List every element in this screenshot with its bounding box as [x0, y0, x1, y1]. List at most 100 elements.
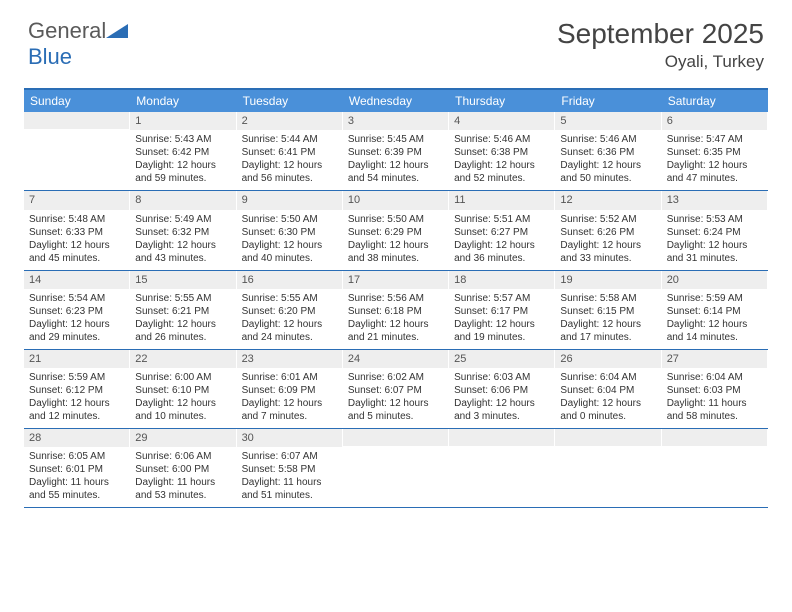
day-line: Sunset: 6:39 PM: [348, 146, 443, 159]
day-line: and 55 minutes.: [29, 489, 124, 502]
day-body: Sunrise: 6:04 AMSunset: 6:04 PMDaylight:…: [555, 368, 660, 428]
day-line: and 47 minutes.: [667, 172, 762, 185]
day-line: Sunrise: 6:00 AM: [135, 371, 230, 384]
day-line: and 56 minutes.: [242, 172, 337, 185]
day-line: Sunset: 6:35 PM: [667, 146, 762, 159]
day-line: Daylight: 12 hours: [135, 397, 230, 410]
day-number: [662, 429, 767, 446]
day-line: Daylight: 12 hours: [242, 397, 337, 410]
day-line: Sunset: 6:27 PM: [454, 226, 549, 239]
day-number: 7: [24, 191, 129, 209]
day-line: and 38 minutes.: [348, 252, 443, 265]
day-number: 25: [449, 350, 554, 368]
day-line: Daylight: 12 hours: [135, 239, 230, 252]
logo-triangle-icon: [106, 18, 128, 44]
day-body: Sunrise: 5:50 AMSunset: 6:30 PMDaylight:…: [237, 210, 342, 270]
day-line: and 0 minutes.: [560, 410, 655, 423]
week-row: 14Sunrise: 5:54 AMSunset: 6:23 PMDayligh…: [24, 271, 768, 350]
day-cell: 6Sunrise: 5:47 AMSunset: 6:35 PMDaylight…: [662, 112, 768, 190]
day-line: and 54 minutes.: [348, 172, 443, 185]
day-number: 18: [449, 271, 554, 289]
day-line: Sunrise: 5:51 AM: [454, 213, 549, 226]
logo-text-1: General: [28, 18, 106, 43]
day-line: Sunset: 6:21 PM: [135, 305, 230, 318]
day-line: and 31 minutes.: [667, 252, 762, 265]
day-line: Daylight: 12 hours: [454, 318, 549, 331]
day-cell: 20Sunrise: 5:59 AMSunset: 6:14 PMDayligh…: [662, 271, 768, 349]
day-body: Sunrise: 5:59 AMSunset: 6:12 PMDaylight:…: [24, 368, 129, 428]
day-line: Daylight: 12 hours: [560, 397, 655, 410]
day-cell: 7Sunrise: 5:48 AMSunset: 6:33 PMDaylight…: [24, 191, 130, 269]
day-line: and 40 minutes.: [242, 252, 337, 265]
day-line: and 3 minutes.: [454, 410, 549, 423]
day-cell: [343, 429, 449, 507]
dow-sat: Saturday: [662, 90, 768, 112]
day-number: [449, 429, 554, 446]
day-body: Sunrise: 5:46 AMSunset: 6:38 PMDaylight:…: [449, 130, 554, 190]
day-line: and 5 minutes.: [348, 410, 443, 423]
day-body: Sunrise: 6:06 AMSunset: 6:00 PMDaylight:…: [130, 447, 235, 507]
week-row: 7Sunrise: 5:48 AMSunset: 6:33 PMDaylight…: [24, 191, 768, 270]
day-body: Sunrise: 5:56 AMSunset: 6:18 PMDaylight:…: [343, 289, 448, 349]
day-cell: 18Sunrise: 5:57 AMSunset: 6:17 PMDayligh…: [449, 271, 555, 349]
day-cell: 26Sunrise: 6:04 AMSunset: 6:04 PMDayligh…: [555, 350, 661, 428]
day-number: 20: [662, 271, 767, 289]
day-line: Daylight: 12 hours: [454, 159, 549, 172]
day-cell: 15Sunrise: 5:55 AMSunset: 6:21 PMDayligh…: [130, 271, 236, 349]
day-body: Sunrise: 6:03 AMSunset: 6:06 PMDaylight:…: [449, 368, 554, 428]
day-number: 23: [237, 350, 342, 368]
day-line: Daylight: 12 hours: [29, 239, 124, 252]
day-line: Sunrise: 5:54 AM: [29, 292, 124, 305]
day-number: 17: [343, 271, 448, 289]
day-body: Sunrise: 5:55 AMSunset: 6:21 PMDaylight:…: [130, 289, 235, 349]
day-cell: 29Sunrise: 6:06 AMSunset: 6:00 PMDayligh…: [130, 429, 236, 507]
day-line: Sunset: 6:03 PM: [667, 384, 762, 397]
day-line: Daylight: 12 hours: [560, 159, 655, 172]
week-row: 28Sunrise: 6:05 AMSunset: 6:01 PMDayligh…: [24, 429, 768, 508]
day-cell: 28Sunrise: 6:05 AMSunset: 6:01 PMDayligh…: [24, 429, 130, 507]
day-line: Sunset: 6:38 PM: [454, 146, 549, 159]
day-line: and 14 minutes.: [667, 331, 762, 344]
day-line: Daylight: 12 hours: [454, 239, 549, 252]
day-line: Sunset: 6:01 PM: [29, 463, 124, 476]
day-body: Sunrise: 5:47 AMSunset: 6:35 PMDaylight:…: [662, 130, 767, 190]
day-cell: 3Sunrise: 5:45 AMSunset: 6:39 PMDaylight…: [343, 112, 449, 190]
title-block: September 2025 Oyali, Turkey: [557, 18, 764, 72]
day-number: 16: [237, 271, 342, 289]
day-body: Sunrise: 6:01 AMSunset: 6:09 PMDaylight:…: [237, 368, 342, 428]
day-number: 27: [662, 350, 767, 368]
day-number: 6: [662, 112, 767, 130]
day-line: Daylight: 11 hours: [135, 476, 230, 489]
day-line: Daylight: 12 hours: [242, 239, 337, 252]
day-body: Sunrise: 5:54 AMSunset: 6:23 PMDaylight:…: [24, 289, 129, 349]
day-line: Sunrise: 5:46 AM: [454, 133, 549, 146]
day-cell: 5Sunrise: 5:46 AMSunset: 6:36 PMDaylight…: [555, 112, 661, 190]
day-body: Sunrise: 5:57 AMSunset: 6:17 PMDaylight:…: [449, 289, 554, 349]
day-line: Sunset: 6:12 PM: [29, 384, 124, 397]
day-body: Sunrise: 5:44 AMSunset: 6:41 PMDaylight:…: [237, 130, 342, 190]
dow-tue: Tuesday: [237, 90, 343, 112]
day-body: Sunrise: 5:52 AMSunset: 6:26 PMDaylight:…: [555, 210, 660, 270]
day-line: Sunset: 6:42 PM: [135, 146, 230, 159]
day-cell: 21Sunrise: 5:59 AMSunset: 6:12 PMDayligh…: [24, 350, 130, 428]
day-line: and 53 minutes.: [135, 489, 230, 502]
day-line: Daylight: 12 hours: [242, 318, 337, 331]
day-line: Sunset: 6:26 PM: [560, 226, 655, 239]
day-cell: 22Sunrise: 6:00 AMSunset: 6:10 PMDayligh…: [130, 350, 236, 428]
day-line: and 12 minutes.: [29, 410, 124, 423]
day-number: 9: [237, 191, 342, 209]
day-number: 28: [24, 429, 129, 447]
day-line: Sunrise: 5:59 AM: [29, 371, 124, 384]
day-line: Sunset: 6:10 PM: [135, 384, 230, 397]
day-number: 30: [237, 429, 342, 447]
day-line: Sunset: 6:32 PM: [135, 226, 230, 239]
day-line: Daylight: 12 hours: [560, 318, 655, 331]
day-line: Daylight: 12 hours: [29, 318, 124, 331]
dow-mon: Monday: [130, 90, 236, 112]
day-cell: 2Sunrise: 5:44 AMSunset: 6:41 PMDaylight…: [237, 112, 343, 190]
day-line: Sunset: 6:30 PM: [242, 226, 337, 239]
day-body: Sunrise: 6:04 AMSunset: 6:03 PMDaylight:…: [662, 368, 767, 428]
day-body: Sunrise: 6:00 AMSunset: 6:10 PMDaylight:…: [130, 368, 235, 428]
day-body: Sunrise: 5:43 AMSunset: 6:42 PMDaylight:…: [130, 130, 235, 190]
day-line: and 33 minutes.: [560, 252, 655, 265]
